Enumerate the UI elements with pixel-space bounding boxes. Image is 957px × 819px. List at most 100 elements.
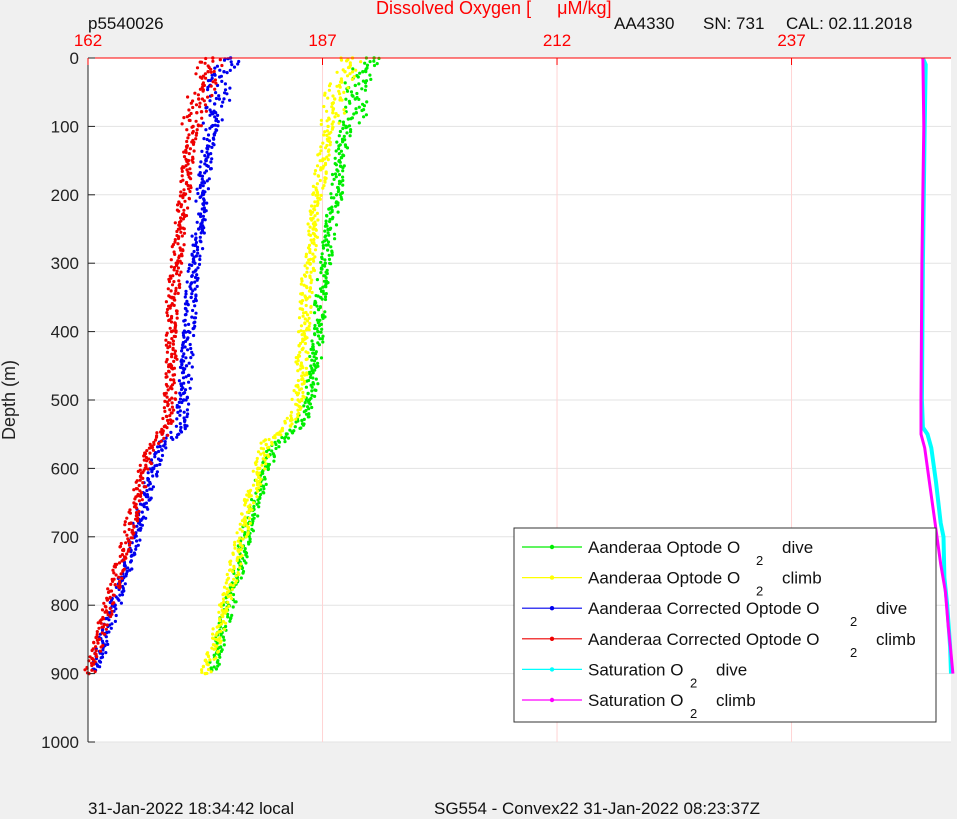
data-point-fill <box>198 235 202 239</box>
data-point-fill <box>180 122 184 126</box>
data-point-fill <box>245 510 249 514</box>
data-point-fill <box>319 122 323 126</box>
data-point-fill <box>186 373 191 377</box>
data-point-fill <box>306 222 310 226</box>
data-point-fill <box>146 478 150 482</box>
data-point-fill <box>154 435 159 439</box>
axes: 0 100 200 300 400 500 600 700 800 900 1000 162 187 21… <box>0 31 951 752</box>
data-point-fill <box>90 648 94 653</box>
legend-label-subscript: 2 <box>690 706 697 721</box>
data-point-fill <box>298 350 302 354</box>
footer-mission: SG554 - Convex22 31-Jan-2022 08:23:37Z <box>434 799 761 818</box>
data-point-fill <box>304 298 308 302</box>
data-point-fill <box>311 257 315 261</box>
data-point-fill <box>232 65 237 69</box>
data-point-fill <box>331 94 335 98</box>
data-point-fill <box>314 228 318 232</box>
data-point-fill <box>305 270 309 274</box>
data-point-fill <box>316 321 320 325</box>
data-point-fill <box>90 656 94 661</box>
data-point <box>113 583 117 587</box>
data-point-fill <box>261 484 266 488</box>
data-point-fill <box>125 569 129 574</box>
data-point-fill <box>342 123 346 127</box>
data-point-fill <box>323 297 328 302</box>
data-point-fill <box>266 455 271 459</box>
data-point-fill <box>345 131 349 135</box>
data-point-fill <box>181 370 186 375</box>
data-point-fill <box>163 399 167 403</box>
data-point-fill <box>329 196 334 200</box>
data-point-fill <box>304 255 308 259</box>
data-point-fill <box>221 597 226 601</box>
data-point-fill <box>163 409 167 413</box>
data-point-fill <box>347 124 352 128</box>
data-point-fill <box>250 498 254 502</box>
data-point-fill <box>349 130 353 134</box>
data-point-fill <box>300 333 304 337</box>
data-point-fill <box>173 298 177 302</box>
data-point-fill <box>277 440 282 444</box>
data-point-fill <box>319 145 323 149</box>
data-point-fill <box>162 444 166 448</box>
data-point-fill <box>103 610 107 614</box>
data-point-fill <box>147 446 151 450</box>
data-point-fill <box>109 582 113 587</box>
data-point-fill <box>233 600 237 604</box>
data-point-fill <box>162 436 166 440</box>
data-point-fill <box>192 321 196 325</box>
data-point-fill <box>191 142 196 146</box>
data-point-fill <box>164 372 168 376</box>
data-point-fill <box>245 555 249 559</box>
data-point-fill <box>329 262 333 266</box>
data-point-fill <box>121 548 125 552</box>
data-point-fill <box>149 462 153 466</box>
data-point-fill <box>321 316 325 320</box>
data-point-fill <box>167 318 171 323</box>
data-point <box>166 418 170 423</box>
data-point-fill <box>260 463 264 467</box>
data-point-fill <box>125 552 129 556</box>
legend-label-suffix: dive <box>716 660 747 679</box>
data-point-fill <box>123 582 127 586</box>
data-point-fill <box>176 259 180 263</box>
data-point-fill <box>214 91 218 95</box>
data-point <box>197 227 201 231</box>
data-point <box>323 261 327 265</box>
data-point-fill <box>330 122 334 126</box>
data-point-fill <box>119 572 123 576</box>
data-point-fill <box>223 88 228 92</box>
data-point-fill <box>212 657 216 661</box>
data-point-fill <box>204 76 208 80</box>
data-point-fill <box>151 474 155 478</box>
data-point-fill <box>200 110 204 114</box>
data-point-fill <box>313 311 317 315</box>
data-point-fill <box>222 638 226 642</box>
data-point-fill <box>319 330 323 334</box>
data-point-fill <box>365 100 369 104</box>
data-point <box>264 442 268 447</box>
data-point-fill <box>168 418 172 422</box>
data-point-fill <box>93 670 97 674</box>
data-point-fill <box>118 545 122 549</box>
data-point-fill <box>165 426 169 430</box>
data-point-fill <box>198 105 202 109</box>
data-point-fill <box>206 663 210 667</box>
data-point-fill <box>198 257 202 262</box>
data-point-fill <box>133 497 137 501</box>
data-point-fill <box>212 143 216 147</box>
data-point-fill <box>113 619 117 624</box>
data-point-fill <box>230 596 234 601</box>
data-point-fill <box>216 113 220 117</box>
data-point-fill <box>306 415 310 419</box>
data-point-fill <box>263 458 267 462</box>
data-point-fill <box>307 229 311 233</box>
data-point-fill <box>334 175 338 179</box>
data-point-fill <box>194 119 198 123</box>
data-point-fill <box>248 537 252 541</box>
data-point-fill <box>242 523 246 527</box>
data-point-fill <box>117 561 122 565</box>
data-point-fill <box>184 398 188 402</box>
data-point-fill <box>262 451 266 455</box>
data-point-fill <box>179 387 184 392</box>
